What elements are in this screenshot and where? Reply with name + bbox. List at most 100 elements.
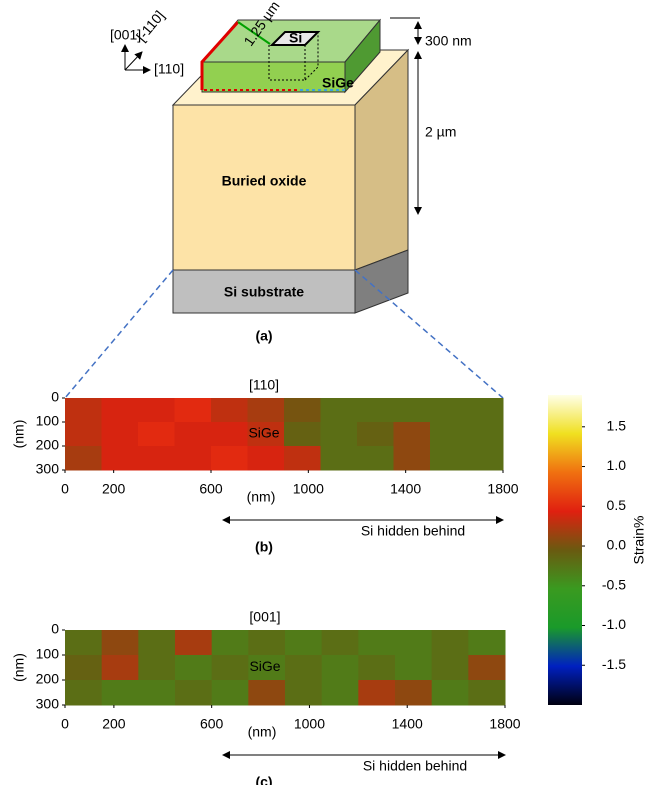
si-label: Si [289,30,302,46]
note: Si hidden behind [363,758,467,774]
heatmap-cell [102,398,139,423]
heatmap-cell [175,680,212,706]
y-tick-label: 0 [51,621,59,637]
heatmap-cell [248,446,285,471]
caption: (b) [255,539,273,555]
heatmap-cell [467,398,504,423]
heatmap-cell [394,446,431,471]
heatmap-cell [284,446,321,471]
colorbar [548,395,582,705]
x-tick-label: 1000 [294,716,325,732]
heatmap-cell [102,680,139,706]
heatmap-cell [322,680,359,706]
heatmap-cell [175,422,212,447]
heatmap-cell [102,655,139,681]
caption: (a) [255,328,272,344]
heatmap-cell [65,655,102,681]
dimension-label: 2 µm [425,124,456,140]
x-tick-label: 1800 [487,481,518,497]
x-tick-label: 600 [200,716,224,732]
heatmap-title: [001] [249,609,280,625]
heatmap-cell [248,680,285,706]
x-tick-label: 0 [61,481,69,497]
x-tick-label: 1400 [392,716,423,732]
annotation: SiGe [249,658,280,674]
heatmap-cell [138,680,175,706]
heatmap-cell [212,630,249,656]
colorbar-tick-label: -1.5 [602,656,626,672]
heatmap-cell [394,422,431,447]
heatmap-cell [284,398,321,423]
heatmap-cell [175,630,212,656]
y-tick-label: 200 [36,671,60,687]
x-tick-label: 600 [199,481,223,497]
y-tick-label: 300 [36,696,60,712]
heatmap-cell [321,446,358,471]
heatmap-cell [467,446,504,471]
x-tick-label: 0 [61,716,69,732]
heatmap-cell [432,655,469,681]
colorbar-tick-label: 0.5 [607,497,627,513]
heatmap-cell [248,630,285,656]
colorbar-label: Strain% [631,515,647,564]
heatmap-cell [357,446,394,471]
heatmap-cell [321,422,358,447]
heatmap-cell [467,422,504,447]
heatmap-cell [212,655,249,681]
heatmap-cell [394,398,431,423]
heatmap-cell [322,655,359,681]
heatmap-cell [138,655,175,681]
x-tick-label: 1400 [390,481,421,497]
substrate-label: Si substrate [224,284,304,300]
axis-label: [110] [154,61,184,77]
heatmap-cell [102,630,139,656]
heatmap-cell [285,655,322,681]
dimension-label: 300 nm [425,33,472,49]
x-tick-label: 200 [102,481,126,497]
y-tick-label: 100 [36,413,60,429]
y-axis-label: (nm) [11,420,27,449]
heatmap-cell [468,655,505,681]
colorbar-tick-label: 1.5 [607,417,627,433]
box-label: Buried oxide [222,173,307,189]
x-tick-label: 1800 [489,716,520,732]
heatmap-cell [357,398,394,423]
heatmap-cell [357,422,394,447]
y-tick-label: 300 [36,461,60,477]
caption: (c) [255,774,272,785]
heatmap-cell [285,630,322,656]
colorbar-tick-label: 1.0 [607,457,627,473]
heatmap-cell [322,630,359,656]
y-tick-label: 200 [36,437,60,453]
heatmap-title: [110] [249,377,279,393]
y-axis-label: (nm) [11,653,27,682]
x-tick-label: 200 [102,716,126,732]
heatmap-cell [138,422,175,447]
heatmap-cell [175,655,212,681]
x-axis-label: (nm) [248,724,277,740]
heatmap-cell [138,398,175,423]
sige-label: SiGe [322,75,354,91]
heatmap-cell [211,422,248,447]
x-tick-label: 1000 [293,481,324,497]
heatmap-cell [65,422,102,447]
heatmap-cell [395,630,432,656]
figure: [001] [-110] [110] 1.25 µm Si SiGe 300 n… [0,0,652,785]
heatmap-cell [432,680,469,706]
heatmap-cell [284,422,321,447]
heatmap-cell [65,446,102,471]
heatmap-cell [395,655,432,681]
heatmap-cell [430,446,467,471]
heatmap-cell [430,422,467,447]
heatmap-cell [65,680,102,706]
heatmap-cell [358,655,395,681]
heatmap-cell [102,422,139,447]
heatmap-cell [430,398,467,423]
colorbar-tick-label: -0.5 [602,576,626,592]
colorbar-tick-label: 0.0 [607,537,627,553]
heatmap-cell [102,446,139,471]
y-tick-label: 100 [36,646,60,662]
heatmap-cell [468,680,505,706]
x-axis-label: (nm) [247,489,276,505]
heatmap-cell [138,630,175,656]
